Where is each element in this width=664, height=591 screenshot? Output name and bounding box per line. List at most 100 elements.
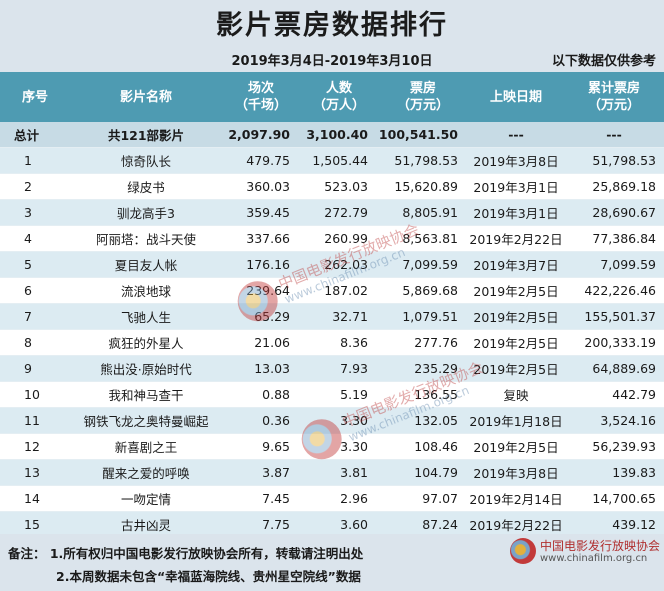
cell-cumulative: 422,226.46 [564,277,664,304]
cell-audience: 262.03 [300,251,378,278]
cell-box-office: 1,079.51 [378,303,468,330]
table-row: 6 流浪地球 239.64 187.02 5,869.68 2019年2月5日 422,22… [0,277,664,304]
cell-rank: 2 [0,173,70,200]
table-row: 3 驯龙高手3 359.45 272.79 8,805.91 2019年3月1日 28,69… [0,199,664,226]
cell-rank: 13 [0,459,70,486]
cell-film-name: 夏目友人帐 [70,251,222,278]
cell-audience: 3.30 [300,433,378,460]
cell-film-name: 阿丽塔：战斗天使 [70,225,222,252]
cell-rank: 3 [0,199,70,226]
cell-box-office: 51,798.53 [378,147,468,174]
cell-audience: 32.71 [300,303,378,330]
cell-release-date: 2019年3月1日 [468,199,564,226]
cell-audience: 187.02 [300,277,378,304]
cell-audience: 8.36 [300,329,378,356]
cell-release-date: 2019年3月8日 [468,459,564,486]
cell-box-office: 8,563.81 [378,225,468,252]
association-logo-icon [509,538,536,564]
header-cum: 累计票房 （万元） [564,72,664,122]
cell-screenings: 9.65 [222,433,300,460]
page-title: 影片票房数据排行 [0,0,664,44]
cell-box-office: 108.46 [378,433,468,460]
total-date: --- [468,122,564,148]
header-audience-unit: （万人） [312,98,365,113]
date-range: 2019年3月4日-2019年3月10日 [231,54,433,69]
cell-film-name: 钢铁飞龙之奥特曼崛起 [70,407,222,434]
disclaimer-note: 以下数据仅供参考 [551,54,656,69]
table-row: 9 熊出没·原始时代 13.03 7.93 235.29 2019年2月5日 64,889.… [0,355,664,382]
brand-org: 中国电影发行放映协会 [539,538,660,553]
cell-cumulative: 14,700.65 [564,485,664,512]
cell-box-office: 7,099.59 [378,251,468,278]
header-cum-label: 累计票房 [587,81,640,96]
brand-watermark: 中国电影发行放映协会 www.chinafilm.org.cn [509,538,660,564]
cell-box-office: 104.79 [378,459,468,486]
header-screenings-unit: （千场） [234,98,287,113]
cell-film-name: 驯龙高手3 [70,199,222,226]
header-rank: 序号 [21,89,48,105]
cell-audience: 5.19 [300,381,378,408]
cell-release-date: 2019年3月8日 [468,147,564,174]
total-box: 100,541.50 [378,122,468,148]
cell-release-date: 2019年2月5日 [468,355,564,382]
cell-cumulative: 64,889.69 [564,355,664,382]
cell-audience: 1,505.44 [300,147,378,174]
cell-rank: 12 [0,433,70,460]
cell-box-office: 277.76 [378,329,468,356]
cell-rank: 15 [0,511,70,538]
cell-screenings: 0.88 [222,381,300,408]
cell-rank: 1 [0,147,70,174]
header-cum-unit: （万元） [587,98,640,113]
total-cum: --- [564,122,664,148]
cell-audience: 3.60 [300,511,378,538]
header-audience-label: 人数 [325,81,352,96]
cell-rank: 7 [0,303,70,330]
cell-release-date: 2019年1月18日 [468,407,564,434]
cell-release-date: 2019年2月5日 [468,329,564,356]
table-row: 2 绿皮书 360.03 523.03 15,620.89 2019年3月1日 25,869… [0,173,664,200]
cell-box-office: 97.07 [378,485,468,512]
cell-cumulative: 442.79 [564,381,664,408]
header-box-unit: （万元） [396,98,449,113]
table-row: 13 醒来之爱的呼唤 3.87 3.81 104.79 2019年3月8日 139.83 [0,459,664,486]
header-box-label: 票房 [409,81,436,96]
box-office-table: 序号 影片名称 场次 （千场） 人数 （万人） 票房 （万元） 上映日期 累计票… [0,72,664,538]
cell-cumulative: 51,798.53 [564,147,664,174]
cell-film-name: 疯狂的外星人 [70,329,222,356]
cell-release-date: 2019年2月5日 [468,277,564,304]
cell-rank: 10 [0,381,70,408]
cell-box-office: 8,805.91 [378,199,468,226]
cell-cumulative: 7,099.59 [564,251,664,278]
header-screenings: 场次 （千场） [222,72,300,122]
cell-film-name: 新喜剧之王 [70,433,222,460]
cell-cumulative: 77,386.84 [564,225,664,252]
cell-film-name: 绿皮书 [70,173,222,200]
table-row: 7 飞驰人生 65.29 32.71 1,079.51 2019年2月5日 155,501.… [0,303,664,330]
cell-release-date: 2019年2月5日 [468,303,564,330]
table-row: 5 夏目友人帐 176.16 262.03 7,099.59 2019年3月7日 7,099… [0,251,664,278]
cell-release-date: 2019年3月1日 [468,173,564,200]
cell-box-office: 235.29 [378,355,468,382]
cell-screenings: 176.16 [222,251,300,278]
table-row: 4 阿丽塔：战斗天使 337.66 260.99 8,563.81 2019年2月22日 7… [0,225,664,252]
cell-release-date: 2019年2月22日 [468,511,564,538]
total-screenings: 2,097.90 [222,122,300,148]
cell-screenings: 7.45 [222,485,300,512]
header-date: 上映日期 [489,89,542,105]
cell-film-name: 熊出没·原始时代 [70,355,222,382]
header-name: 影片名称 [119,89,172,105]
cell-box-office: 15,620.89 [378,173,468,200]
cell-release-date: 2019年2月5日 [468,433,564,460]
cell-film-name: 惊奇队长 [70,147,222,174]
cell-release-date: 2019年2月22日 [468,225,564,252]
cell-rank: 9 [0,355,70,382]
cell-box-office: 132.05 [378,407,468,434]
table-row: 1 惊奇队长 479.75 1,505.44 51,798.53 2019年3月8日 51,… [0,147,664,174]
cell-cumulative: 3,524.16 [564,407,664,434]
cell-screenings: 359.45 [222,199,300,226]
footer-line-2: 2.本周数据未包含“幸福蓝海院线、贵州星空院线”数据 [56,569,361,584]
cell-cumulative: 155,501.37 [564,303,664,330]
cell-rank: 8 [0,329,70,356]
cell-screenings: 13.03 [222,355,300,382]
cell-box-office: 5,869.68 [378,277,468,304]
